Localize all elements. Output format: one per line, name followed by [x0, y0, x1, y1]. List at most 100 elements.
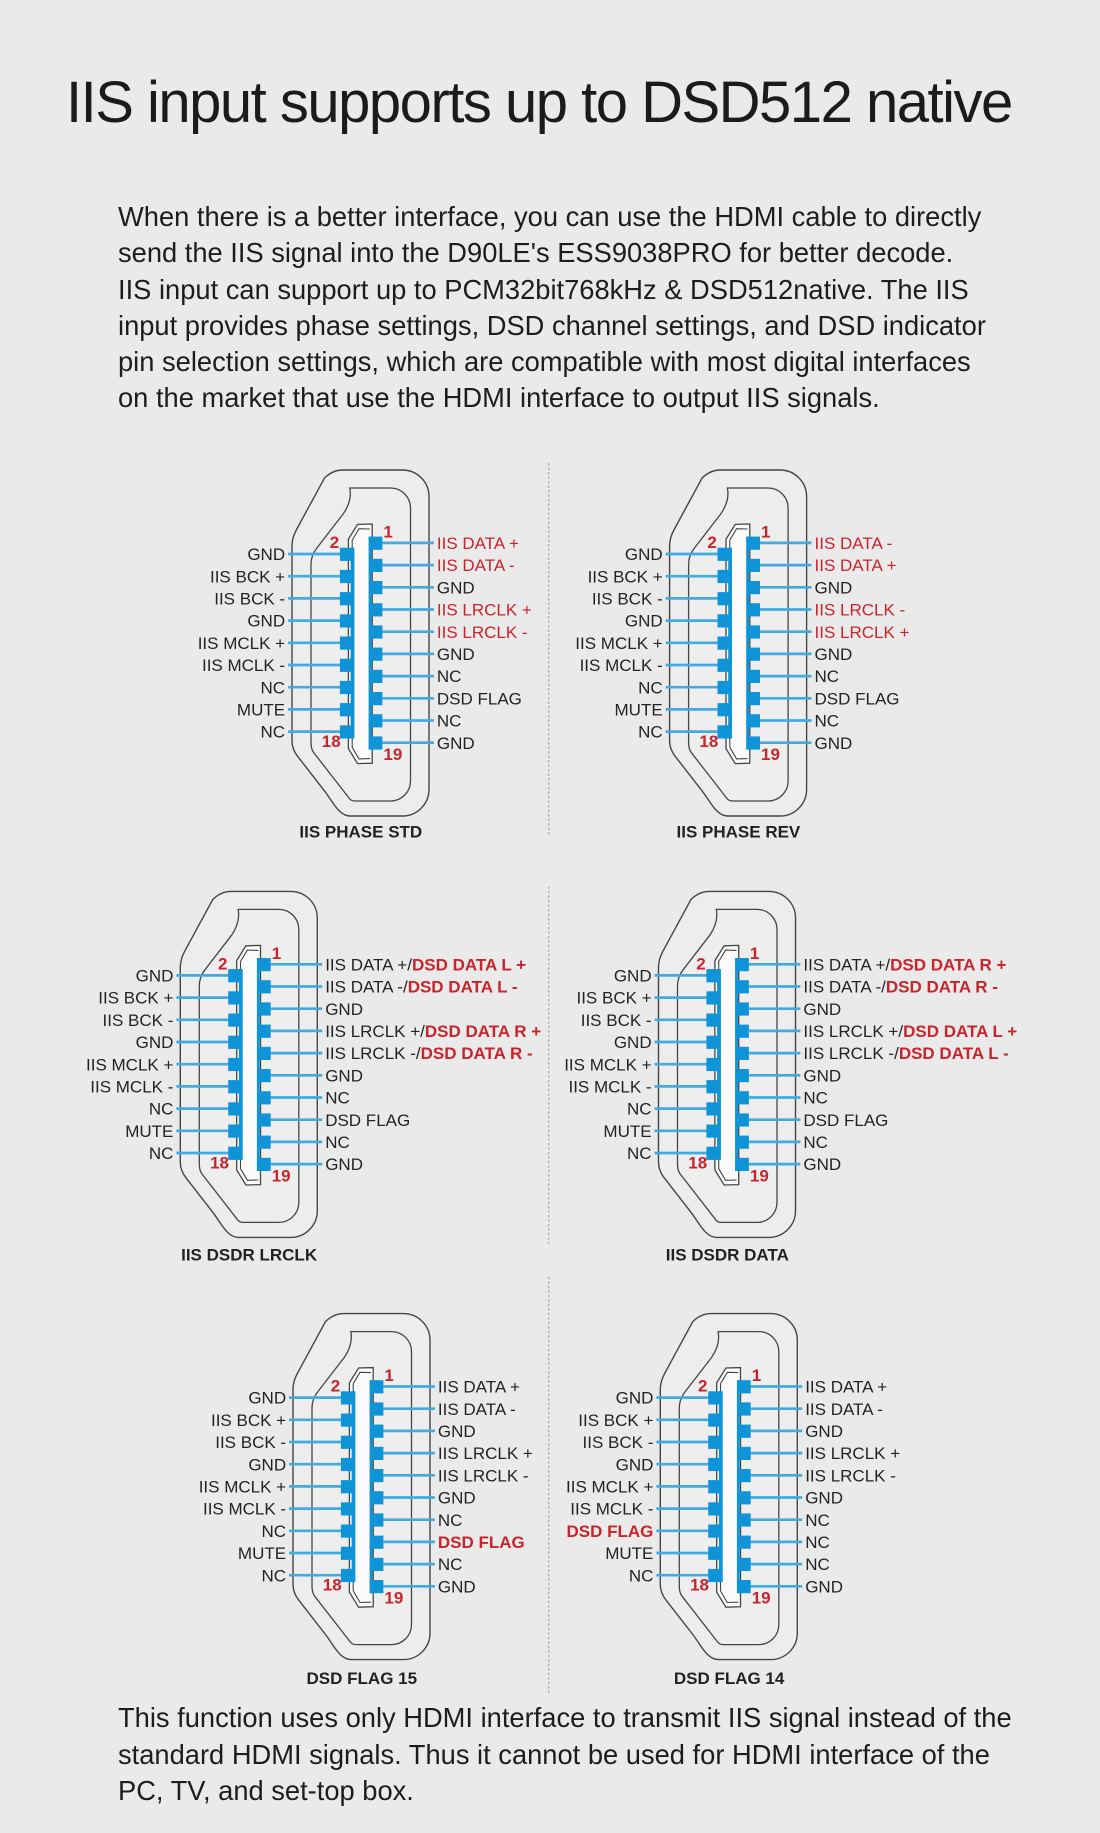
- svg-text:GND: GND: [805, 1489, 843, 1508]
- svg-text:IIS DATA +: IIS DATA +: [437, 534, 519, 553]
- svg-text:GND: GND: [136, 967, 174, 986]
- svg-text:IIS DATA +/DSD DATA R +: IIS DATA +/DSD DATA R +: [803, 955, 1006, 974]
- svg-text:2: 2: [331, 1377, 340, 1396]
- svg-text:NC: NC: [149, 1100, 174, 1119]
- svg-text:1: 1: [761, 523, 770, 542]
- svg-text:GND: GND: [136, 1033, 174, 1052]
- svg-text:1: 1: [383, 523, 392, 542]
- svg-text:NC: NC: [629, 1566, 654, 1585]
- svg-text:DSD FLAG: DSD FLAG: [567, 1522, 654, 1541]
- svg-text:NC: NC: [803, 1133, 828, 1152]
- svg-text:1: 1: [384, 1366, 393, 1385]
- svg-text:IIS MCLK +: IIS MCLK +: [566, 1478, 653, 1497]
- svg-text:GND: GND: [614, 967, 652, 986]
- svg-text:2: 2: [218, 954, 227, 973]
- svg-text:GND: GND: [438, 1577, 476, 1596]
- svg-text:NC: NC: [325, 1133, 350, 1152]
- svg-text:NC: NC: [627, 1100, 652, 1119]
- svg-text:IIS MCLK -: IIS MCLK -: [202, 656, 285, 675]
- svg-text:IIS DATA -: IIS DATA -: [815, 534, 893, 553]
- svg-text:18: 18: [210, 1153, 229, 1172]
- svg-text:NC: NC: [262, 1566, 287, 1585]
- svg-text:GND: GND: [805, 1577, 843, 1596]
- svg-text:GND: GND: [805, 1422, 843, 1441]
- svg-text:NC: NC: [805, 1533, 830, 1552]
- svg-text:NC: NC: [325, 1089, 350, 1108]
- svg-text:2: 2: [696, 954, 705, 973]
- svg-text:IIS MCLK -: IIS MCLK -: [90, 1078, 173, 1097]
- svg-text:IIS LRCLK +: IIS LRCLK +: [815, 623, 910, 642]
- svg-text:IIS PHASE STD: IIS PHASE STD: [299, 822, 422, 841]
- svg-text:GND: GND: [325, 1066, 363, 1085]
- svg-text:IIS BCK +: IIS BCK +: [588, 567, 663, 586]
- svg-text:2: 2: [698, 1377, 707, 1396]
- svg-text:IIS BCK +: IIS BCK +: [576, 989, 651, 1008]
- svg-text:18: 18: [699, 732, 718, 751]
- svg-text:IIS DATA +: IIS DATA +: [805, 1378, 887, 1397]
- svg-text:IIS DSDR DATA: IIS DSDR DATA: [666, 1246, 789, 1265]
- svg-text:IIS BCK -: IIS BCK -: [103, 1011, 174, 1030]
- svg-text:IIS DSDR LRCLK: IIS DSDR LRCLK: [181, 1246, 318, 1265]
- svg-text:IIS BCK -: IIS BCK -: [214, 590, 285, 609]
- svg-text:IIS LRCLK +: IIS LRCLK +: [805, 1444, 900, 1463]
- svg-text:IIS DATA +/DSD DATA L +: IIS DATA +/DSD DATA L +: [325, 955, 526, 974]
- svg-text:GND: GND: [815, 645, 853, 664]
- svg-text:1: 1: [272, 944, 281, 963]
- svg-text:IIS BCK +: IIS BCK +: [210, 567, 285, 586]
- svg-text:GND: GND: [248, 1455, 286, 1474]
- svg-text:GND: GND: [616, 1389, 654, 1408]
- svg-text:NC: NC: [437, 667, 462, 686]
- svg-text:18: 18: [688, 1153, 707, 1172]
- svg-text:IIS DATA -: IIS DATA -: [437, 556, 515, 575]
- svg-text:IIS LRCLK -: IIS LRCLK -: [805, 1466, 896, 1485]
- svg-text:GND: GND: [247, 612, 285, 631]
- svg-text:IIS LRCLK -/DSD DATA L -: IIS LRCLK -/DSD DATA L -: [803, 1044, 1008, 1063]
- svg-text:MUTE: MUTE: [125, 1122, 173, 1141]
- svg-text:DSD FLAG 14: DSD FLAG 14: [674, 1669, 785, 1688]
- svg-text:IIS MCLK +: IIS MCLK +: [199, 1478, 286, 1497]
- svg-text:NC: NC: [638, 723, 663, 742]
- svg-text:DSD FLAG: DSD FLAG: [803, 1111, 888, 1130]
- svg-text:IIS DATA +: IIS DATA +: [815, 556, 897, 575]
- svg-text:NC: NC: [815, 712, 840, 731]
- svg-text:IIS BCK +: IIS BCK +: [211, 1411, 286, 1430]
- svg-text:IIS DATA +: IIS DATA +: [438, 1378, 520, 1397]
- svg-text:GND: GND: [438, 1422, 476, 1441]
- svg-text:DSD FLAG: DSD FLAG: [815, 689, 900, 708]
- svg-text:IIS LRCLK +: IIS LRCLK +: [437, 601, 532, 620]
- svg-text:19: 19: [752, 1589, 771, 1608]
- svg-text:DSD FLAG: DSD FLAG: [437, 689, 522, 708]
- svg-text:GND: GND: [625, 545, 663, 564]
- svg-text:GND: GND: [803, 1066, 841, 1085]
- svg-text:GND: GND: [625, 612, 663, 631]
- svg-text:NC: NC: [805, 1555, 830, 1574]
- svg-text:GND: GND: [437, 645, 475, 664]
- svg-text:IIS LRCLK -/DSD DATA R -: IIS LRCLK -/DSD DATA R -: [325, 1044, 532, 1063]
- svg-text:NC: NC: [437, 712, 462, 731]
- svg-text:NC: NC: [261, 723, 286, 742]
- svg-text:19: 19: [761, 745, 780, 764]
- svg-text:GND: GND: [616, 1455, 654, 1474]
- svg-text:NC: NC: [627, 1144, 652, 1163]
- svg-text:IIS MCLK -: IIS MCLK -: [203, 1500, 286, 1519]
- svg-text:GND: GND: [437, 734, 475, 753]
- svg-text:MUTE: MUTE: [238, 1544, 286, 1563]
- svg-text:MUTE: MUTE: [615, 701, 663, 720]
- svg-text:IIS LRCLK +: IIS LRCLK +: [438, 1444, 533, 1463]
- svg-text:IIS BCK -: IIS BCK -: [581, 1011, 652, 1030]
- svg-text:GND: GND: [815, 578, 853, 597]
- svg-text:IIS MCLK -: IIS MCLK -: [570, 1500, 653, 1519]
- svg-text:IIS BCK -: IIS BCK -: [592, 590, 663, 609]
- svg-text:NC: NC: [805, 1511, 830, 1530]
- svg-text:GND: GND: [437, 578, 475, 597]
- svg-text:GND: GND: [438, 1489, 476, 1508]
- svg-text:IIS MCLK +: IIS MCLK +: [564, 1055, 651, 1074]
- svg-text:GND: GND: [815, 734, 853, 753]
- svg-text:NC: NC: [149, 1144, 174, 1163]
- svg-text:NC: NC: [815, 667, 840, 686]
- svg-text:IIS LRCLK -: IIS LRCLK -: [437, 623, 528, 642]
- svg-text:19: 19: [383, 745, 402, 764]
- svg-text:IIS BCK -: IIS BCK -: [583, 1433, 654, 1452]
- svg-text:18: 18: [323, 1576, 342, 1595]
- svg-text:1: 1: [750, 944, 759, 963]
